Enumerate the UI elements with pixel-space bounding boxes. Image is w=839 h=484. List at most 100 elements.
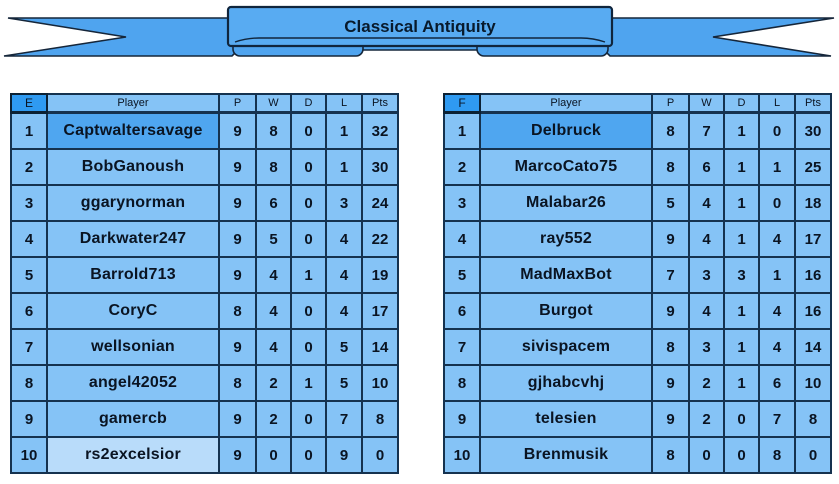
table-row: 3 Malabar26 5 4 1 0 18: [443, 184, 832, 222]
stat-cell-points: 30: [361, 148, 399, 186]
player-cell: Malabar26: [479, 184, 653, 222]
stat-cell-losses: 0: [758, 111, 796, 150]
stat-cell-losses: 5: [325, 328, 363, 366]
table-row: 4 ray552 9 4 1 4 17: [443, 220, 832, 258]
stat-cell-wins: 2: [255, 400, 292, 438]
stat-cell-points: 14: [794, 328, 832, 366]
stat-cell-losses: 1: [325, 148, 363, 186]
stat-cell-wins: 5: [255, 220, 292, 258]
stat-cell-played: 8: [651, 328, 690, 366]
stat-cell-played: 9: [218, 436, 257, 474]
stat-cell-wins: 2: [688, 400, 725, 438]
stat-cell-wins: 8: [255, 111, 292, 150]
rank-cell: 9: [10, 400, 48, 438]
player-cell: Burgot: [479, 292, 653, 330]
player-cell: BobGanoush: [46, 148, 220, 186]
stat-cell-losses: 4: [325, 256, 363, 294]
stat-cell-points: 10: [794, 364, 832, 402]
stat-cell-points: 18: [794, 184, 832, 222]
player-cell: sivispacem: [479, 328, 653, 366]
stat-cell-losses: 5: [325, 364, 363, 402]
stat-cell-losses: 9: [325, 436, 363, 474]
rank-cell: 5: [443, 256, 481, 294]
stat-cell-played: 9: [218, 220, 257, 258]
stat-cell-wins: 4: [255, 292, 292, 330]
rank-cell: 3: [10, 184, 48, 222]
rank-cell: 3: [443, 184, 481, 222]
stat-cell-draws: 1: [723, 328, 760, 366]
stat-cell-points: 19: [361, 256, 399, 294]
col-header-losses: L: [325, 93, 363, 114]
stat-cell-losses: 1: [758, 256, 796, 294]
col-header-points: Pts: [361, 93, 399, 114]
rank-cell: 6: [10, 292, 48, 330]
table-row: 6 Burgot 9 4 1 4 16: [443, 292, 832, 330]
table-row: 9 gamercb 9 2 0 7 8: [10, 400, 399, 438]
stat-cell-points: 14: [361, 328, 399, 366]
stat-cell-draws: 1: [290, 364, 327, 402]
stat-cell-draws: 1: [723, 292, 760, 330]
player-cell: Delbruck: [479, 111, 653, 150]
stat-cell-points: 24: [361, 184, 399, 222]
ribbon-banner: Classical Antiquity: [3, 5, 835, 57]
rank-cell: 1: [10, 111, 48, 150]
stat-cell-losses: 4: [758, 220, 796, 258]
stat-cell-played: 9: [218, 328, 257, 366]
stat-cell-points: 8: [794, 400, 832, 438]
stat-cell-points: 17: [794, 220, 832, 258]
col-header-losses: L: [758, 93, 796, 114]
rank-cell: 5: [10, 256, 48, 294]
stat-cell-wins: 8: [255, 148, 292, 186]
rank-cell: 2: [443, 148, 481, 186]
table-row: 10 Brenmusik 8 0 0 8 0: [443, 436, 832, 474]
stat-cell-losses: 4: [758, 328, 796, 366]
stat-cell-wins: 3: [688, 328, 725, 366]
stat-cell-played: 9: [651, 400, 690, 438]
player-cell: ray552: [479, 220, 653, 258]
stat-cell-played: 8: [218, 292, 257, 330]
stat-cell-points: 32: [361, 111, 399, 150]
stat-cell-draws: 0: [290, 328, 327, 366]
rank-cell: 8: [443, 364, 481, 402]
col-header-wins: W: [688, 93, 725, 114]
rank-cell: 10: [443, 436, 481, 474]
table-row: 4 Darkwater247 9 5 0 4 22: [10, 220, 399, 258]
stat-cell-points: 0: [794, 436, 832, 474]
player-cell: ggarynorman: [46, 184, 220, 222]
table-row: 10 rs2excelsior 9 0 0 9 0: [10, 436, 399, 474]
stat-cell-draws: 1: [723, 184, 760, 222]
stat-cell-played: 8: [651, 148, 690, 186]
table-row: 2 BobGanoush 9 8 0 1 30: [10, 148, 399, 186]
rank-cell: 2: [10, 148, 48, 186]
stat-cell-draws: 0: [290, 148, 327, 186]
table-row: 5 Barrold713 9 4 1 4 19: [10, 256, 399, 294]
stat-cell-played: 9: [651, 220, 690, 258]
stat-cell-losses: 7: [758, 400, 796, 438]
stat-cell-played: 9: [218, 400, 257, 438]
standings-table-group-e: E Player P W D L Pts 1 Captwaltersavage 9 8…: [10, 93, 399, 474]
player-cell: telesien: [479, 400, 653, 438]
standings-table-group-f: F Player P W D L Pts 1 Delbruck 8 7 1 0 30 2 Mar…: [443, 93, 832, 474]
banner-title-box: [226, 5, 614, 48]
col-header-player: Player: [479, 93, 653, 114]
rank-cell: 4: [443, 220, 481, 258]
stat-cell-wins: 3: [688, 256, 725, 294]
col-header-played: P: [651, 93, 690, 114]
col-header-draws: D: [723, 93, 760, 114]
player-cell: CoryC: [46, 292, 220, 330]
stat-cell-wins: 4: [688, 292, 725, 330]
table-row: 6 CoryC 8 4 0 4 17: [10, 292, 399, 330]
stat-cell-losses: 6: [758, 364, 796, 402]
group-letter-header: E: [10, 93, 48, 114]
stat-cell-draws: 0: [723, 436, 760, 474]
col-header-player: Player: [46, 93, 220, 114]
stat-cell-draws: 0: [290, 220, 327, 258]
header-row: F Player P W D L Pts: [443, 93, 832, 114]
stat-cell-wins: 6: [688, 148, 725, 186]
player-cell: gamercb: [46, 400, 220, 438]
player-cell: Barrold713: [46, 256, 220, 294]
stat-cell-played: 9: [218, 148, 257, 186]
rank-cell: 6: [443, 292, 481, 330]
banner-title: Classical Antiquity: [344, 17, 496, 36]
